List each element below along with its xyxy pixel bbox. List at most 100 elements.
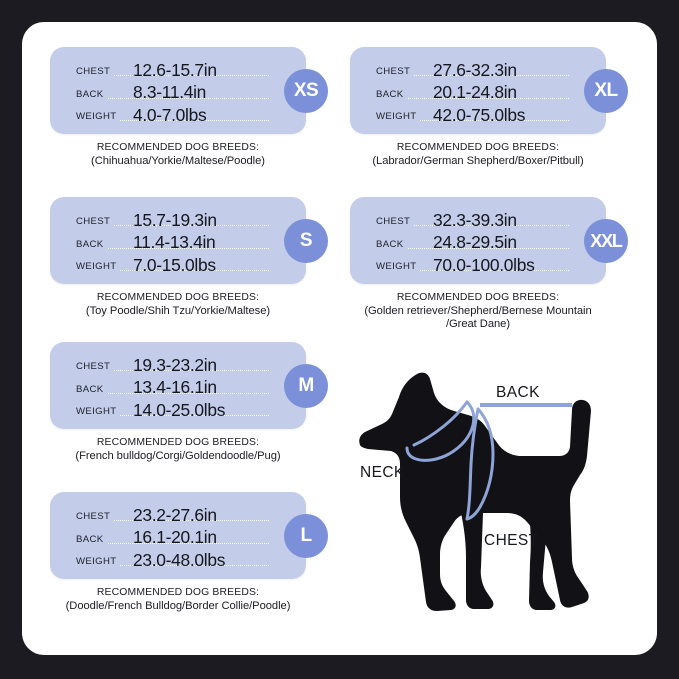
- row-back: BACK 11.4-13.4in: [76, 230, 272, 253]
- neck-measure-loop: [405, 400, 476, 462]
- size-entry-m: CHEST 19.3-23.2in BACK 13.4-16.1in WEIGH…: [50, 342, 328, 463]
- row-value-chest: 32.3-39.3in: [433, 209, 517, 230]
- row-weight: WEIGHT 42.0-75.0lbs: [376, 102, 572, 125]
- row-value-back: 16.1-20.1in: [133, 527, 217, 548]
- leader-dots: [107, 247, 269, 249]
- breeds-title: RECOMMENDED DOG BREEDS:: [396, 292, 560, 303]
- leader-dots: [114, 370, 269, 372]
- row-value-chest: 15.7-19.3in: [133, 209, 217, 230]
- row-chest: CHEST 27.6-32.3in: [376, 57, 572, 80]
- size-card-l: CHEST 23.2-27.6in BACK 16.1-20.1in WEIGH…: [50, 492, 328, 579]
- row-weight: WEIGHT 23.0-48.0lbs: [76, 547, 272, 570]
- leader-dots: [420, 120, 569, 122]
- row-label-chest: CHEST: [76, 66, 111, 78]
- leader-dots: [114, 520, 269, 522]
- row-value-back: 11.4-13.4in: [133, 232, 216, 253]
- row-value-chest: 19.3-23.2in: [133, 354, 217, 375]
- breeds-xxl: RECOMMENDED DOG BREEDS: (Golden retrieve…: [350, 291, 606, 332]
- breeds-xs: RECOMMENDED DOG BREEDS: (Chihuahua/Yorki…: [50, 141, 306, 168]
- row-value-back: 13.4-16.1in: [133, 377, 217, 398]
- row-value-weight: 42.0-75.0lbs: [433, 104, 526, 125]
- row-back: BACK 13.4-16.1in: [76, 375, 272, 398]
- row-label-chest: CHEST: [76, 216, 111, 228]
- row-back: BACK 24.8-29.5in: [376, 230, 572, 252]
- leader-dots: [107, 542, 269, 544]
- size-badge-xs: XS: [284, 69, 328, 113]
- row-label-weight: WEIGHT: [376, 111, 417, 123]
- breeds-title: RECOMMENDED DOG BREEDS:: [96, 437, 260, 448]
- diagram-label-neck: NECK: [360, 464, 405, 481]
- row-label-chest: CHEST: [76, 511, 111, 523]
- size-card-m: CHEST 19.3-23.2in BACK 13.4-16.1in WEIGH…: [50, 342, 328, 429]
- row-weight: WEIGHT 70.0-100.0lbs: [376, 252, 572, 275]
- breeds-m: RECOMMENDED DOG BREEDS: (French bulldog/…: [50, 436, 306, 463]
- row-chest: CHEST 19.3-23.2in: [76, 352, 272, 375]
- row-label-back: BACK: [376, 88, 404, 100]
- row-label-back: BACK: [76, 533, 104, 545]
- row-label-weight: WEIGHT: [76, 556, 117, 568]
- leader-dots: [114, 225, 269, 227]
- row-label-weight: WEIGHT: [76, 261, 117, 273]
- row-back: BACK 16.1-20.1in: [76, 525, 272, 548]
- size-badge-xl: XL: [584, 69, 628, 113]
- row-value-weight: 23.0-48.0lbs: [133, 549, 226, 570]
- row-label-back: BACK: [76, 383, 104, 395]
- size-entry-xxl: CHEST 32.3-39.3in BACK 24.8-29.5in WEIGH…: [350, 197, 628, 332]
- size-entry-xl: CHEST 27.6-32.3in BACK 20.1-24.8in WEIGH…: [350, 47, 628, 168]
- measurement-rows-xxl: CHEST 32.3-39.3in BACK 24.8-29.5in WEIGH…: [376, 207, 572, 275]
- chest-measure-loop-front: [465, 407, 480, 521]
- row-label-chest: CHEST: [376, 216, 411, 228]
- leader-dots: [114, 75, 269, 77]
- row-weight: WEIGHT 7.0-15.0lbs: [76, 252, 272, 275]
- size-card-xs: CHEST 12.6-15.7in BACK 8.3-11.4in WEIGHT…: [50, 47, 328, 134]
- breeds-title: RECOMMENDED DOG BREEDS:: [96, 587, 260, 598]
- breeds-l: RECOMMENDED DOG BREEDS: (Doodle/French B…: [50, 586, 306, 613]
- dog-silhouette-icon: [359, 372, 591, 611]
- leader-dots: [120, 565, 269, 567]
- leader-dots: [120, 270, 269, 272]
- row-label-chest: CHEST: [76, 361, 111, 373]
- leader-dots: [107, 392, 269, 394]
- row-chest: CHEST 12.6-15.7in: [76, 57, 272, 80]
- row-weight: WEIGHT 4.0-7.0lbs: [76, 102, 272, 125]
- breeds-list: (Doodle/French Bulldog/Border Collie/Poo…: [65, 599, 291, 612]
- row-value-chest: 23.2-27.6in: [133, 504, 217, 525]
- row-label-chest: CHEST: [376, 66, 411, 78]
- row-value-back: 20.1-24.8in: [433, 82, 517, 103]
- breeds-list: (Labrador/German Shepherd/Boxer/Pitbull): [372, 154, 584, 167]
- size-entry-s: CHEST 15.7-19.3in BACK 11.4-13.4in WEIGH…: [50, 197, 328, 318]
- row-value-back: 8.3-11.4in: [133, 82, 207, 103]
- row-value-chest: 27.6-32.3in: [433, 59, 517, 80]
- size-badge-l: L: [284, 514, 328, 558]
- measurement-rows-xl: CHEST 27.6-32.3in BACK 20.1-24.8in WEIGH…: [376, 57, 572, 125]
- diagram-label-back: BACK: [496, 384, 540, 401]
- measurement-rows-xs: CHEST 12.6-15.7in BACK 8.3-11.4in WEIGHT…: [76, 57, 272, 125]
- leader-dots: [414, 75, 569, 77]
- leader-dots: [407, 97, 569, 99]
- measurement-rows-s: CHEST 15.7-19.3in BACK 11.4-13.4in WEIGH…: [76, 207, 272, 275]
- row-chest: CHEST 15.7-19.3in: [76, 207, 272, 230]
- row-label-weight: WEIGHT: [376, 261, 417, 273]
- row-value-chest: 12.6-15.7in: [133, 59, 217, 80]
- row-value-weight: 4.0-7.0lbs: [133, 104, 207, 125]
- diagram-label-chest: CHEST: [484, 532, 539, 549]
- leader-dots: [120, 415, 269, 417]
- size-entry-xs: CHEST 12.6-15.7in BACK 8.3-11.4in WEIGHT…: [50, 47, 328, 168]
- breeds-list: (Toy Poodle/Shih Tzu/Yorkie/Maltese): [85, 304, 271, 317]
- breeds-xl: RECOMMENDED DOG BREEDS: (Labrador/German…: [350, 141, 606, 168]
- row-back: BACK 8.3-11.4in: [76, 80, 272, 103]
- measurement-rows-l: CHEST 23.2-27.6in BACK 16.1-20.1in WEIGH…: [76, 502, 272, 570]
- neck-measure-loop-front: [412, 400, 469, 447]
- measurement-rows-m: CHEST 19.3-23.2in BACK 13.4-16.1in WEIGH…: [76, 352, 272, 420]
- row-value-weight: 70.0-100.0lbs: [433, 254, 535, 275]
- breeds-list: (Chihuahua/Yorkie/Maltese/Poodle): [91, 154, 265, 167]
- leader-dots: [414, 225, 569, 227]
- size-chart-panel: CHEST 12.6-15.7in BACK 8.3-11.4in WEIGHT…: [22, 22, 657, 655]
- size-card-xxl: CHEST 32.3-39.3in BACK 24.8-29.5in WEIGH…: [350, 197, 628, 284]
- size-badge-m: M: [284, 364, 328, 408]
- leader-dots: [107, 97, 269, 99]
- breeds-s: RECOMMENDED DOG BREEDS: (Toy Poodle/Shih…: [50, 291, 306, 318]
- row-back: BACK 20.1-24.8in: [376, 80, 572, 103]
- breeds-title: RECOMMENDED DOG BREEDS:: [96, 142, 260, 153]
